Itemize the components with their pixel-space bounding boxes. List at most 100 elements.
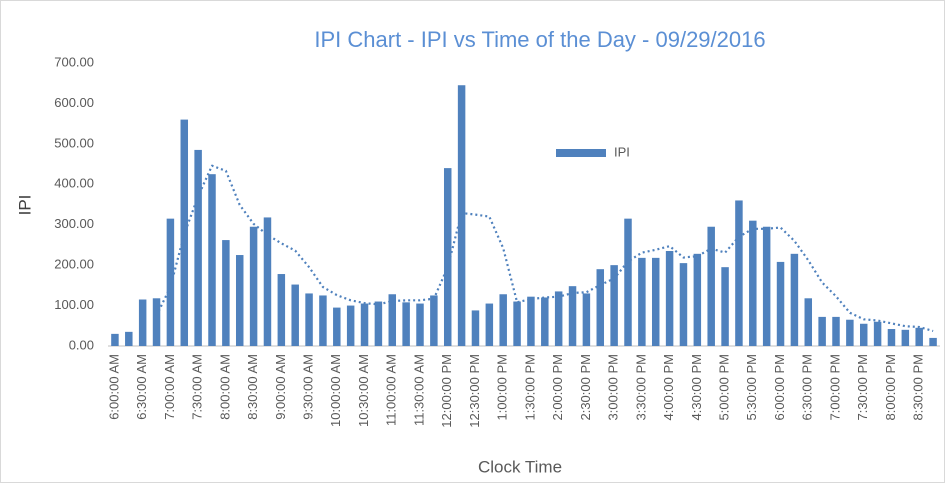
bar	[416, 303, 424, 346]
bar	[804, 298, 813, 346]
bar	[111, 333, 119, 346]
x-tick-label: 10:30:00 AM	[356, 354, 371, 427]
x-tick-label: 6:30:00 PM	[800, 354, 815, 421]
x-tick-label: 12:00:00 PM	[439, 354, 454, 428]
bar	[846, 319, 854, 346]
bar	[915, 327, 923, 346]
x-tick-label: 4:30:00 PM	[689, 354, 704, 421]
bar	[554, 291, 563, 346]
chart-title: IPI Chart - IPI vs Time of the Day - 09/…	[314, 27, 765, 52]
x-tick-label: 8:00:00 PM	[883, 354, 898, 421]
bar	[887, 329, 896, 346]
legend-label: IPI	[614, 144, 630, 159]
y-tick-label: 500.00	[54, 135, 94, 150]
x-tick-label: 11:00:00 AM	[384, 354, 399, 426]
y-tick-label: 0.00	[69, 337, 94, 352]
bar	[901, 329, 910, 346]
legend-swatch	[556, 149, 606, 157]
bar	[485, 303, 494, 346]
y-tick-label: 600.00	[54, 95, 94, 110]
y-axis-title: IPI	[15, 195, 34, 216]
bar	[832, 316, 840, 346]
bar	[305, 293, 313, 346]
x-tick-label: 2:30:00 PM	[578, 354, 593, 421]
x-tick-label: 7:00:00 PM	[827, 354, 842, 421]
y-tick-label: 200.00	[54, 257, 94, 272]
x-tick-label: 8:30:00 PM	[911, 354, 926, 421]
x-tick-label: 5:00:00 PM	[717, 354, 732, 421]
x-tick-label: 8:00:00 AM	[217, 354, 232, 420]
bar	[235, 255, 244, 346]
bar	[194, 149, 202, 346]
bar	[388, 294, 397, 346]
bar	[721, 267, 729, 346]
bar	[125, 331, 133, 346]
y-tick-label: 700.00	[54, 54, 94, 69]
x-tick-label: 5:30:00 PM	[744, 354, 759, 421]
bar	[360, 303, 369, 346]
bar	[638, 257, 646, 346]
bar	[610, 265, 618, 346]
x-tick-label: 6:30:00 AM	[134, 354, 149, 420]
bar	[693, 253, 702, 346]
bar	[346, 305, 355, 346]
bar	[374, 301, 383, 346]
bar	[499, 294, 507, 346]
x-tick-label: 2:00:00 PM	[550, 354, 565, 421]
bar	[513, 301, 521, 346]
bar	[665, 250, 674, 346]
x-tick-label: 10:00:00 AM	[328, 354, 343, 427]
bar	[735, 200, 743, 346]
bar	[527, 296, 535, 346]
bar	[263, 217, 272, 346]
y-tick-label: 100.00	[54, 297, 94, 312]
bar	[541, 297, 549, 346]
bar	[762, 226, 771, 346]
x-tick-label: 6:00:00 AM	[106, 354, 121, 420]
x-axis-title: Clock Time	[478, 457, 562, 476]
bar	[249, 226, 258, 346]
bar	[818, 316, 826, 346]
x-tick-label: 7:00:00 AM	[162, 354, 177, 420]
x-tick-label: 4:00:00 PM	[661, 354, 676, 421]
bar	[707, 226, 715, 346]
bar	[790, 253, 799, 346]
bar	[222, 240, 230, 346]
bar	[582, 293, 591, 346]
bar	[679, 263, 688, 346]
bar	[873, 321, 882, 346]
bar	[471, 310, 480, 346]
bar	[208, 174, 216, 346]
bar	[859, 323, 868, 346]
x-tick-label: 12:30:00 PM	[467, 354, 482, 428]
bar	[430, 295, 438, 346]
bar	[333, 307, 341, 346]
bar	[624, 218, 632, 346]
bar	[568, 286, 577, 346]
bar	[929, 337, 937, 346]
x-tick-label: 9:30:00 AM	[301, 354, 316, 420]
bar	[277, 274, 286, 346]
bar	[180, 119, 189, 346]
y-tick-label: 300.00	[54, 216, 94, 231]
bar	[776, 261, 785, 346]
x-tick-label: 3:30:00 PM	[633, 354, 648, 421]
bar	[457, 85, 466, 346]
bar	[152, 298, 161, 346]
bar	[319, 295, 327, 346]
bar	[749, 220, 757, 346]
x-tick-label: 7:30:00 AM	[190, 354, 205, 420]
x-tick-label: 7:30:00 PM	[855, 354, 870, 421]
x-tick-label: 3:00:00 PM	[606, 354, 621, 421]
bar	[596, 269, 605, 346]
x-tick-label: 6:00:00 PM	[772, 354, 787, 421]
bar	[291, 284, 299, 346]
x-tick-label: 1:00:00 PM	[495, 354, 510, 421]
bar	[166, 218, 175, 346]
bar	[138, 299, 147, 346]
x-tick-label: 8:30:00 AM	[245, 354, 260, 420]
bar	[443, 168, 452, 346]
x-tick-label: 9:00:00 AM	[273, 354, 288, 420]
